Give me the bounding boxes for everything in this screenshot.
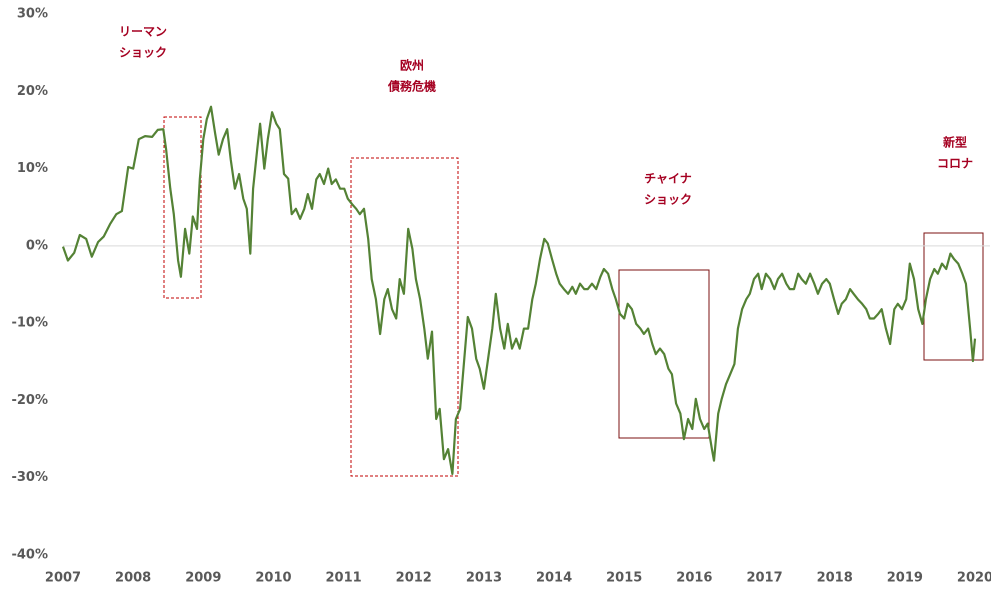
x-tick-label: 2020 (957, 571, 991, 586)
annotation: リーマン (119, 25, 167, 39)
x-tick-label: 2017 (746, 571, 782, 586)
x-tick-label: 2007 (45, 571, 81, 586)
event-box (618, 269, 710, 439)
x-tick-label: 2009 (185, 571, 221, 586)
event-box (350, 157, 459, 477)
annotation: ショック (644, 193, 692, 207)
y-tick-label: -30% (11, 470, 48, 485)
y-tick-label: 30% (17, 7, 48, 22)
y-tick-label: -20% (11, 393, 48, 408)
line (61, 105, 977, 475)
x-tick-label: 2015 (606, 571, 642, 586)
x-tick-label: 2019 (887, 571, 923, 586)
x-tick-label: 2014 (536, 571, 572, 586)
x-tick-label: 2018 (817, 571, 853, 586)
x-tick-label: 2016 (676, 571, 712, 586)
y-tick-label: 10% (17, 161, 48, 176)
x-tick-label: 2008 (115, 571, 151, 586)
y-tick-label: -40% (11, 548, 48, 563)
annotation: コロナ (937, 157, 973, 171)
annotation: 欧州 (400, 58, 424, 73)
event-box (163, 116, 202, 299)
y-tick-label: -10% (11, 316, 48, 331)
annotation: チャイナ (644, 172, 692, 186)
x-tick-label: 2011 (326, 571, 362, 586)
event-box (923, 232, 984, 361)
annotation: 新型 (943, 135, 967, 150)
y-tick-label: 20% (17, 84, 48, 99)
annotation: ショック (119, 46, 167, 60)
x-tick-label: 2013 (466, 571, 502, 586)
x-tick-label: 2012 (396, 571, 432, 586)
y-tick-label: 0% (26, 238, 48, 253)
annotation: 債務危機 (387, 79, 436, 94)
x-tick-label: 2010 (255, 571, 291, 586)
